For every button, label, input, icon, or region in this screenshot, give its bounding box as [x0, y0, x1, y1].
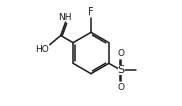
- Text: NH: NH: [58, 13, 72, 22]
- Text: HO: HO: [35, 45, 49, 54]
- Text: O: O: [118, 49, 125, 58]
- Text: O: O: [118, 83, 125, 92]
- Text: S: S: [118, 66, 125, 75]
- Text: F: F: [88, 7, 94, 17]
